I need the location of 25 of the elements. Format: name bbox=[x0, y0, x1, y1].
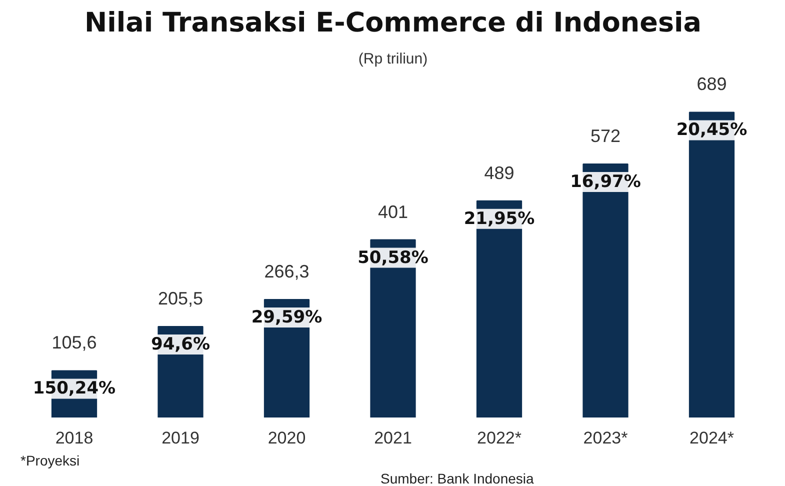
x-tick-label: 2018 bbox=[55, 428, 94, 448]
data-label: 489 bbox=[484, 162, 514, 183]
x-tick-label: 2019 bbox=[162, 428, 200, 448]
annotation: 50,58% bbox=[358, 248, 428, 268]
data-label: 266,3 bbox=[264, 261, 310, 282]
data-label: 572 bbox=[590, 126, 621, 146]
annotation: 20,45% bbox=[676, 120, 748, 140]
data-label: 105,6 bbox=[52, 332, 97, 353]
text: *Proyeksi bbox=[20, 452, 80, 468]
annotation: 16,97% bbox=[570, 172, 641, 192]
data-label: 689 bbox=[696, 74, 727, 94]
data-label: 401 bbox=[378, 202, 408, 222]
x-tick-label: 2024* bbox=[690, 428, 734, 448]
annotation: 150,24% bbox=[32, 378, 116, 399]
chart-title: Nilai Transaksi E-Commerce di Indonesia bbox=[84, 8, 702, 38]
x-tick-label: 2023* bbox=[583, 428, 628, 448]
x-tick-label: 2022* bbox=[477, 428, 522, 448]
data-label: 205,5 bbox=[158, 288, 204, 308]
x-tick-label: 2020 bbox=[268, 428, 306, 448]
text: Sumber: Bank Indonesia bbox=[380, 470, 534, 486]
annotation: 94,6% bbox=[151, 334, 210, 354]
annotation: 21,95% bbox=[464, 208, 535, 229]
x-tick-label: 2021 bbox=[374, 428, 412, 448]
chart-subtitle: (Rp triliun) bbox=[358, 50, 428, 68]
annotation: 29,59% bbox=[251, 307, 322, 328]
